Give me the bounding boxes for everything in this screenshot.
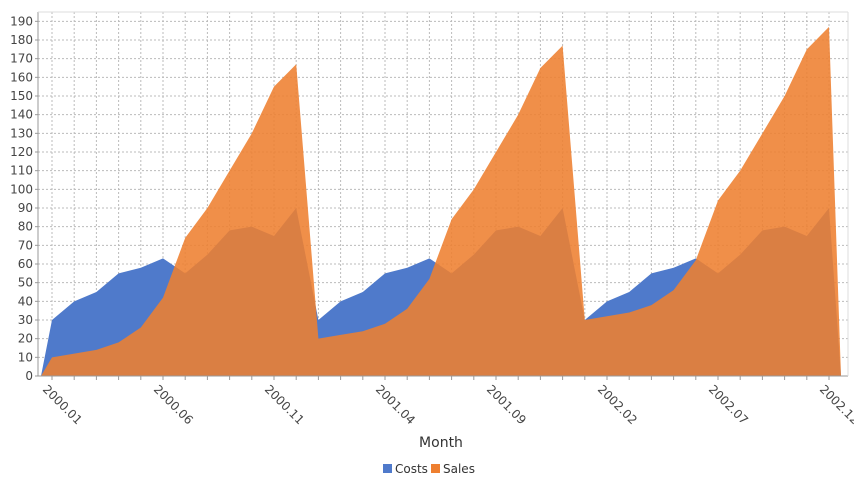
y-tick-label: 60 (18, 257, 33, 271)
y-tick-label: 150 (10, 89, 33, 103)
x-tick-label: 2001.04 (373, 382, 418, 427)
area-sales (41, 26, 841, 376)
legend-item-sales: Sales (431, 462, 475, 476)
y-tick-label: 190 (10, 14, 33, 28)
y-tick-label: 10 (18, 350, 33, 364)
legend: Costs Sales (383, 462, 475, 476)
areas (41, 26, 841, 376)
y-tick-label: 170 (10, 52, 33, 66)
y-tick-label: 130 (10, 126, 33, 140)
legend-swatch (383, 464, 392, 473)
x-tick-label: 2000.11 (262, 382, 307, 427)
legend-label: Costs (395, 462, 428, 476)
x-tick-label: 2000.01 (40, 382, 85, 427)
y-tick-label: 20 (18, 332, 33, 346)
y-tick-label: 100 (10, 182, 33, 196)
legend-swatch (431, 464, 440, 473)
x-axis-title: Month (419, 435, 463, 451)
x-tick-label: 2000.06 (151, 382, 196, 427)
y-tick-label: 90 (18, 201, 33, 215)
y-tick-label: 120 (10, 145, 33, 159)
x-tick-label: 2002.02 (595, 382, 640, 427)
x-tick-label: 2001.09 (484, 382, 529, 427)
y-tick-label: 110 (10, 164, 33, 178)
y-tick-label: 30 (18, 313, 33, 327)
legend-label: Sales (443, 462, 475, 476)
y-tick-label: 70 (18, 238, 33, 252)
y-tick-label: 80 (18, 220, 33, 234)
x-tick-label: 2002.12 (817, 382, 854, 427)
y-tick-label: 160 (10, 70, 33, 84)
y-tick-label: 40 (18, 294, 33, 308)
y-tick-label: 50 (18, 276, 33, 290)
y-tick-label: 140 (10, 108, 33, 122)
x-tick-label: 2002.07 (706, 382, 751, 427)
legend-item-costs: Costs (383, 462, 428, 476)
y-tick-label: 180 (10, 33, 33, 47)
y-tick-label: 0 (25, 369, 33, 383)
